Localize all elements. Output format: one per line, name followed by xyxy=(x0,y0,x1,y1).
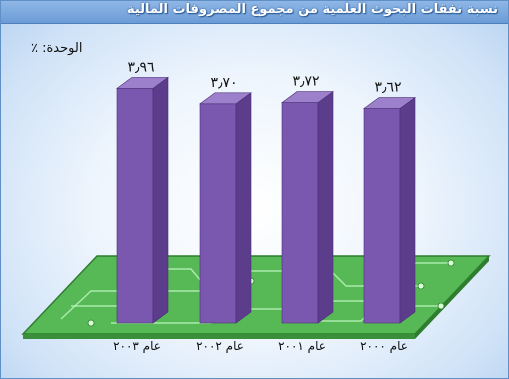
bar-top xyxy=(281,91,334,103)
bar-top xyxy=(199,92,252,105)
circuit-pad xyxy=(87,319,95,327)
data-label: ٣٫٧٠ xyxy=(210,75,237,91)
x-tick-label: عام ٢٠٠٠ xyxy=(360,339,408,353)
circuit-pad xyxy=(447,259,455,267)
bar-side xyxy=(152,76,169,324)
chart-title: نسبة نفقات البحوث العلمية من مجموع المصر… xyxy=(126,2,498,17)
x-tick-label: عام ٢٠٠١ xyxy=(278,339,326,353)
x-tick-label: عام ٢٠٠٢ xyxy=(196,339,244,353)
bar-side xyxy=(235,92,252,324)
x-tick-label: عام ٢٠٠٣ xyxy=(113,339,161,353)
bar-side xyxy=(317,90,334,324)
unit-label: الوحدة: ٪ xyxy=(31,41,83,56)
board-edge-front xyxy=(23,334,415,339)
bar-front xyxy=(199,103,237,324)
data-label: ٣٫٧٢ xyxy=(292,74,319,90)
bar-top xyxy=(363,97,416,109)
bar-front xyxy=(116,88,154,324)
board-edge-side xyxy=(415,256,489,339)
circuit-pad xyxy=(437,302,445,310)
data-label: ٣٫٩٦ xyxy=(127,59,154,75)
title-bar: نسبة نفقات البحوث العلمية من مجموع المصر… xyxy=(1,1,508,24)
bar-front xyxy=(363,108,401,324)
bar-top xyxy=(116,77,169,89)
circuit-pad xyxy=(417,282,425,290)
bar-side xyxy=(399,96,416,324)
data-label: ٣٫٦٢ xyxy=(374,80,401,96)
bar-front xyxy=(281,102,319,324)
